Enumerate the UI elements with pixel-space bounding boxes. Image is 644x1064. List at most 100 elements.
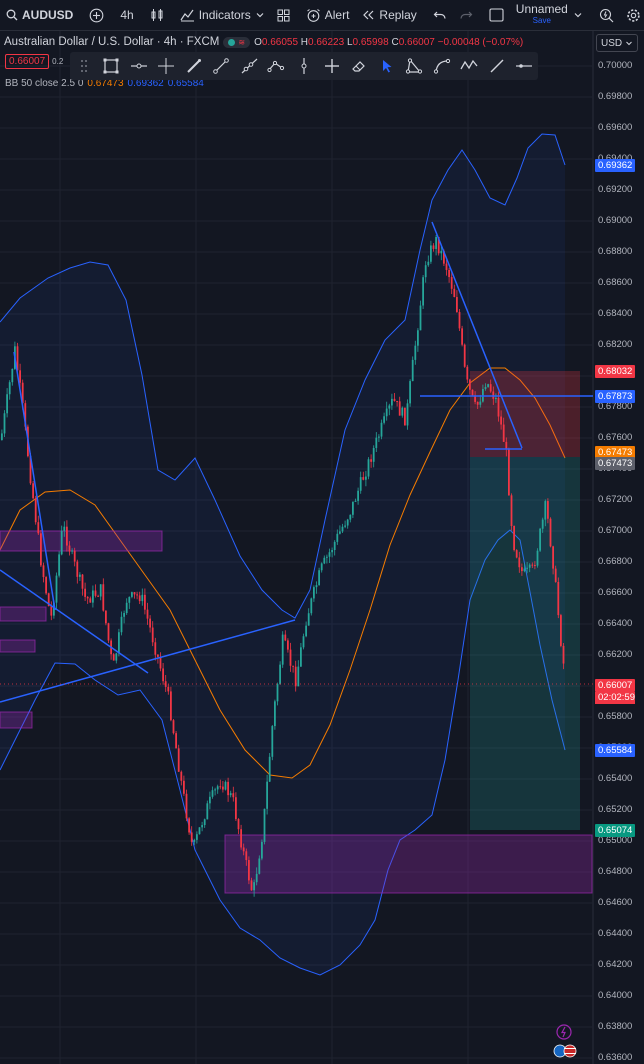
layout-button[interactable] [483, 0, 510, 30]
layout-name-button[interactable]: Unnamed Save [510, 0, 589, 30]
quick-search-button[interactable] [593, 0, 620, 30]
bolt-circle-icon[interactable] [556, 1024, 572, 1040]
candle-body [445, 263, 448, 270]
candle-body [128, 596, 131, 603]
candle-body [552, 546, 554, 569]
candle-body [305, 625, 307, 637]
candle-body [11, 368, 14, 383]
candle-body [185, 793, 188, 819]
candle-body [245, 851, 248, 861]
settings-button[interactable] [620, 0, 644, 30]
redo-button[interactable] [453, 0, 479, 30]
candle-body [513, 526, 515, 551]
candle-body [341, 526, 344, 532]
cursor-tool[interactable] [373, 52, 401, 80]
price-tick-label: 0.64400 [598, 928, 633, 939]
candle-body [383, 416, 385, 423]
chevron-down-icon [256, 13, 264, 18]
undo-button[interactable] [427, 0, 453, 30]
candle-body [557, 581, 560, 616]
candle-body [125, 602, 128, 614]
bb-lower-line [0, 529, 566, 976]
candle-body [300, 647, 302, 667]
candle-body [266, 781, 268, 809]
candle-body [528, 564, 531, 568]
price-tick-label: 0.65400 [598, 773, 633, 784]
vertical-line-icon [301, 58, 307, 74]
vertical-line-tool[interactable] [290, 52, 318, 80]
market-open-dot [228, 38, 236, 46]
flags-icon[interactable] [552, 1044, 578, 1058]
sell-price-button[interactable]: 0.66007 [5, 54, 50, 69]
brush-tool[interactable] [180, 52, 208, 80]
candle-body [437, 236, 440, 254]
horizontal-line-icon [130, 63, 147, 69]
price-tick-label: 0.70000 [598, 60, 633, 71]
currency-selector[interactable]: USD [596, 34, 638, 52]
candle-body [162, 668, 164, 682]
candle-body [123, 613, 125, 617]
candle-body [352, 501, 354, 515]
bb-label: BB 50 close 2.5 0 [5, 78, 84, 89]
chart-type-button[interactable] [144, 0, 170, 30]
candle-body [289, 649, 292, 666]
candle-body [279, 664, 281, 685]
templates-button[interactable] [271, 0, 296, 30]
path-tool[interactable] [263, 52, 291, 80]
candle-body [541, 519, 544, 529]
candle-body [492, 391, 495, 399]
indicators-button[interactable]: Indicators [174, 0, 271, 30]
candle-body [193, 839, 196, 842]
plus-circle-icon [89, 8, 104, 22]
triangle-tool[interactable] [400, 52, 428, 80]
candle-body [154, 642, 157, 655]
line-style-icon [516, 64, 533, 68]
price-tick-label: 0.64600 [598, 897, 633, 908]
elliott-wave-tool[interactable] [455, 52, 483, 80]
trend-line-tool[interactable] [208, 52, 236, 80]
ray-tool[interactable] [235, 52, 263, 80]
layout-name: Unnamed Save [516, 3, 568, 26]
cross-line-tool[interactable] [153, 52, 181, 80]
symbol-search[interactable]: AUDUSD [0, 0, 79, 30]
square-icon [489, 8, 504, 22]
symbol-title[interactable]: Australian Dollar / U.S. Dollar · 4h · F… [4, 36, 220, 48]
grid-icon [277, 9, 290, 21]
price-tag: 0.65584 [595, 744, 635, 758]
horizontal-line-tool[interactable] [125, 52, 153, 80]
candle-body [398, 401, 401, 416]
line-style-tool[interactable] [511, 52, 539, 80]
candle-body [320, 563, 323, 571]
eraser-tool[interactable] [345, 52, 373, 80]
price-tick-label: 0.69400 [598, 153, 632, 164]
alert-button[interactable]: Alert [300, 0, 356, 30]
candle-body [544, 501, 547, 520]
candle-body [534, 564, 536, 566]
bb-basis-line [0, 367, 566, 779]
alarm-clock-icon [306, 8, 320, 22]
candle-body [144, 594, 146, 610]
price-tick-label: 0.67800 [598, 401, 633, 412]
line-tool[interactable] [483, 52, 511, 80]
candle-body [307, 613, 310, 626]
candle-body [461, 328, 463, 345]
compare-button[interactable] [83, 0, 110, 30]
bollinger-legend[interactable]: BB 50 close 2.5 0 0.67473 0.69362 0.6558… [5, 78, 204, 89]
price-tick-label: 0.68800 [598, 246, 633, 257]
candle-body [281, 634, 284, 665]
arc-tool[interactable] [428, 52, 456, 80]
cross-tool[interactable] [318, 52, 346, 80]
supply-demand-zone [224, 834, 593, 894]
candle-body [118, 632, 120, 654]
eraser-icon [352, 61, 365, 72]
undo-icon [433, 11, 446, 19]
market-status[interactable]: ≋ [223, 36, 251, 48]
candle-body [417, 330, 419, 346]
price-tick-label: 0.69200 [598, 184, 633, 195]
drag-handle[interactable] [70, 52, 98, 80]
interval-button[interactable]: 4h [114, 0, 139, 30]
rectangle-tool[interactable] [98, 52, 126, 80]
candle-body [349, 514, 352, 520]
replay-button[interactable]: Replay [355, 0, 422, 30]
